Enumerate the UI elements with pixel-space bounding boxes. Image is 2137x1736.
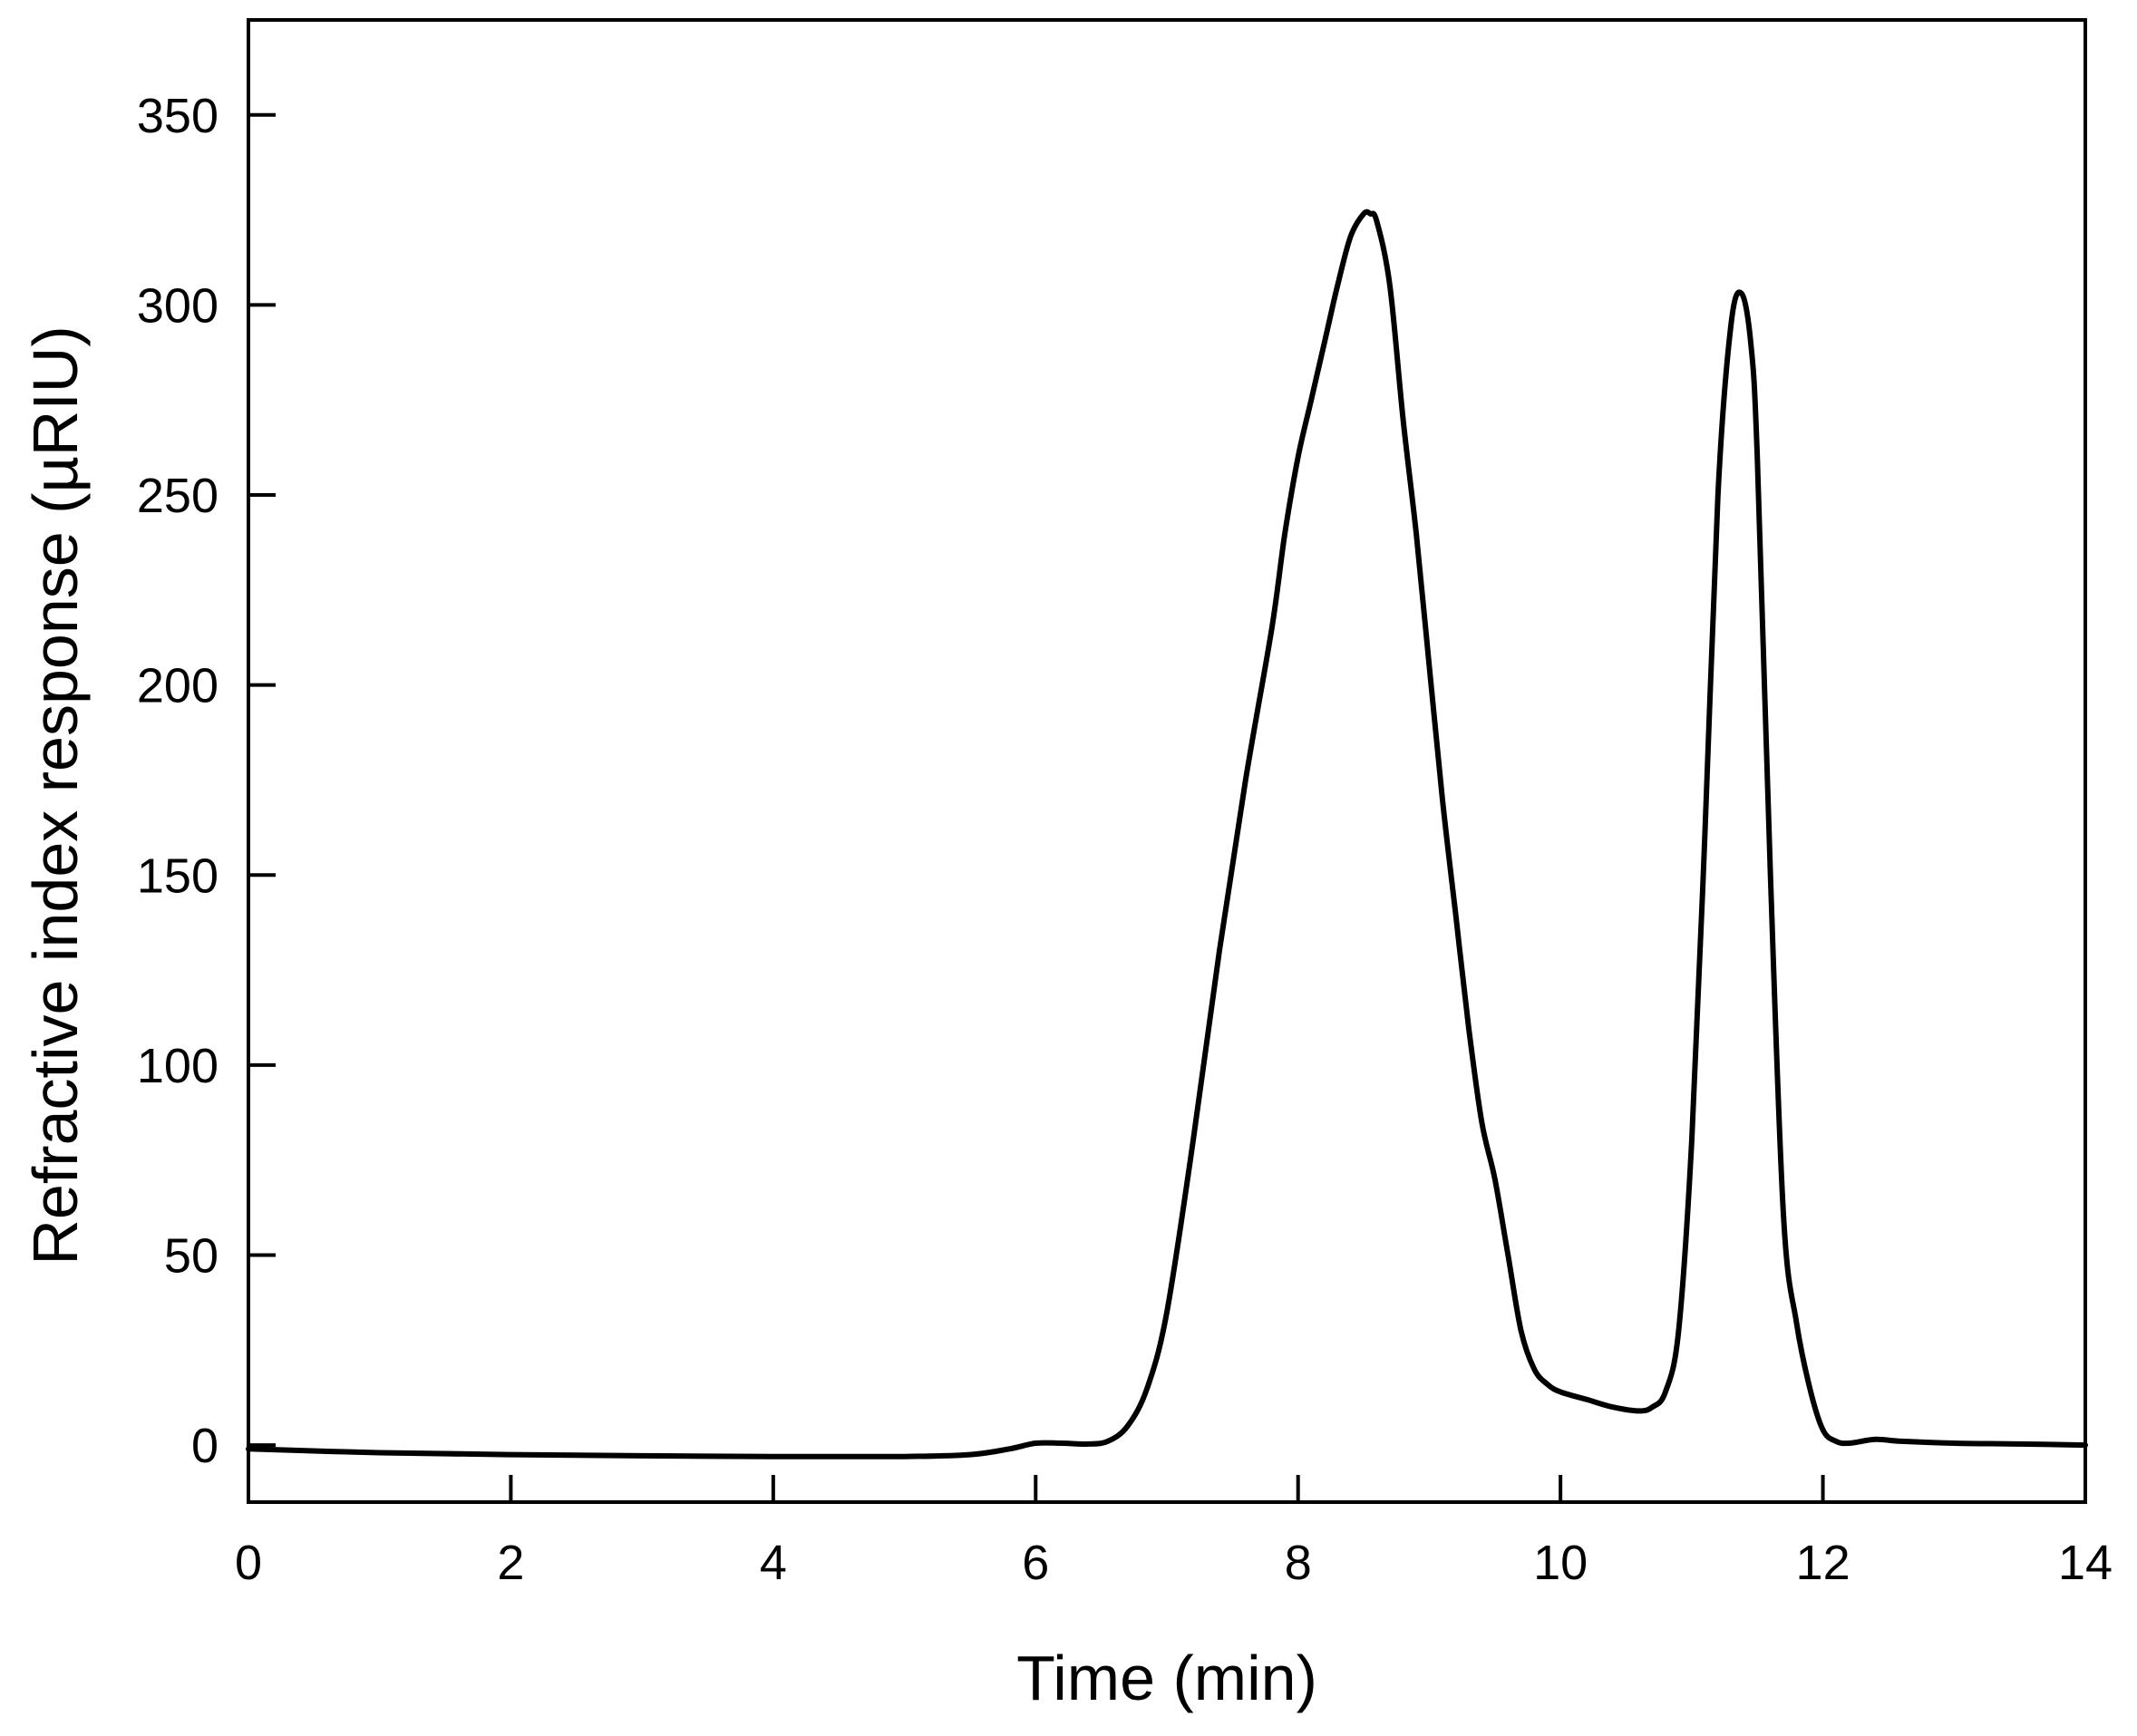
y-tick-label: 0 [191, 1419, 219, 1473]
y-tick-label: 150 [137, 849, 219, 903]
y-axis-title: Refractive index response (µRIU) [20, 325, 91, 1265]
x-tick-label: 2 [497, 1536, 524, 1590]
x-tick-label: 14 [2058, 1536, 2113, 1590]
x-tick-label: 12 [1796, 1536, 1850, 1590]
series-line-0 [246, 209, 2088, 1460]
x-tick-label: 6 [1022, 1536, 1049, 1590]
y-tick-label: 350 [137, 89, 219, 143]
plot-area [246, 18, 2088, 1504]
x-axis-title: Time (min) [1016, 1643, 1317, 1713]
x-tick-label: 8 [1285, 1536, 1312, 1590]
y-axis-ticks: 0 50 100 150 200 250 300 350 [137, 89, 276, 1473]
y-tick-label: 300 [137, 278, 219, 333]
y-tick-label: 50 [164, 1229, 219, 1284]
x-tick-label: 4 [760, 1536, 787, 1590]
y-tick-label: 200 [137, 659, 219, 713]
x-tick-label: 0 [235, 1536, 262, 1590]
x-axis-ticks: 0 2 4 6 8 10 12 14 [235, 1475, 2113, 1590]
y-tick-label: 250 [137, 469, 219, 523]
x-tick-label: 10 [1533, 1536, 1588, 1590]
y-tick-label: 100 [137, 1039, 219, 1093]
plot-frame [247, 18, 2087, 1504]
